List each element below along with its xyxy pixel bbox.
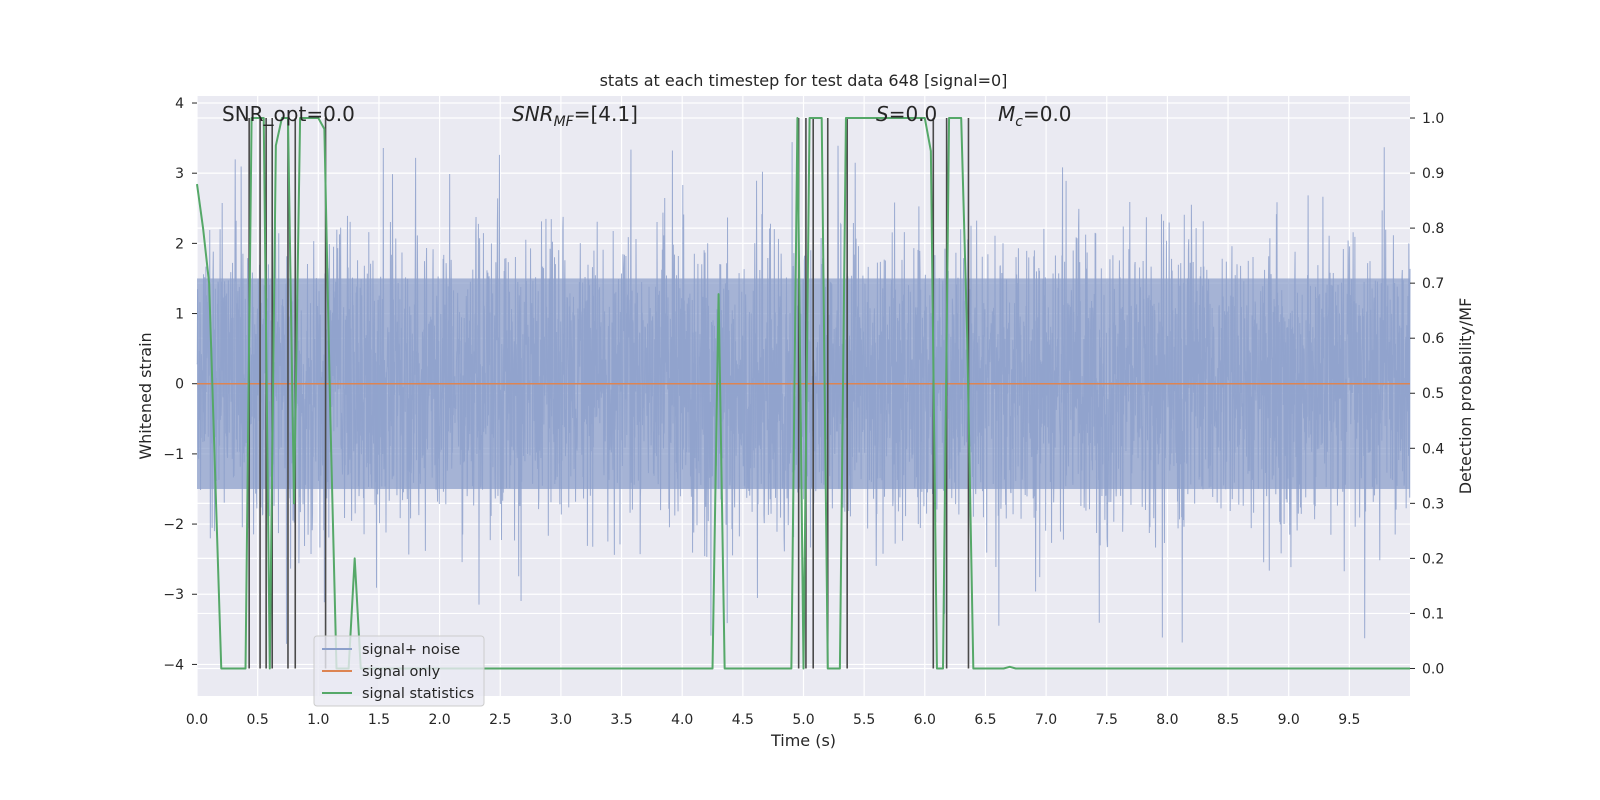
legend-label-signal-statistics: signal statistics [362,686,474,702]
y-tick-label: −3 [163,587,184,603]
x-tick-label: 4.0 [671,712,693,728]
y-tick-label: −1 [163,447,184,463]
y-axis-ticks: 4 3 2 1 0 −1 −2 −3 −4 [163,96,197,673]
y-tick-label: 4 [175,96,184,112]
x-tick-label: 1.0 [307,712,329,728]
x-axis-ticks: 0.0 0.5 1.0 1.5 2.0 2.5 3.0 3.5 4.0 4.5 5.0 5.5 6.0 6… [186,712,1361,728]
y2-tick-label: 0.1 [1422,606,1444,622]
y-axis-label: Whitened strain [136,332,155,459]
signal-statistics-line [196,117,1410,670]
legend: signal+ noise signal only signal statist… [313,635,485,707]
y2-axis-ticks: 1.0 0.9 0.8 0.7 0.6 0.5 0.4 0.3 0.2 0.1 0.0 [1410,111,1444,677]
annotation-snr-opt: SNR_opt=0.0 [222,102,355,126]
y2-tick-label: 0.9 [1422,166,1444,182]
x-tick-label: 6.5 [974,712,996,728]
legend-label-signal-only: signal only [362,664,441,680]
y-tick-label: 0 [175,377,184,393]
legend-box [313,635,485,707]
x-tick-label: 5.5 [853,712,875,728]
x-tick-label: 7.5 [1096,712,1118,728]
y2-tick-label: 0.0 [1422,661,1444,677]
y-tick-label: 1 [175,307,184,323]
y2-tick-label: 0.8 [1422,221,1444,237]
x-tick-label: 0.0 [186,712,208,728]
y2-tick-label: 1.0 [1422,111,1444,127]
y2-tick-label: 0.3 [1422,496,1444,512]
y2-axis-label: Detection probability/MF [1456,298,1475,495]
x-tick-label: 3.0 [550,712,572,728]
annotation-s: S=0.0 [876,102,937,126]
annotation-snr-mf: SNRMF=[4.1] [512,102,638,130]
y2-tick-label: 0.2 [1422,551,1444,567]
x-tick-label: 2.0 [428,712,450,728]
y2-tick-label: 0.4 [1422,441,1444,457]
y-tick-label: −4 [163,657,184,673]
x-tick-label: 3.5 [610,712,632,728]
signal-statistics-series [196,117,1410,670]
x-tick-label: 0.5 [247,712,269,728]
y2-tick-label: 0.6 [1422,331,1444,347]
x-tick-label: 1.5 [368,712,390,728]
noise-trace [196,142,1411,644]
y-tick-label: −2 [163,517,184,533]
x-tick-label: 6.0 [914,712,936,728]
x-tick-label: 5.0 [792,712,814,728]
legend-label-signal-noise: signal+ noise [362,642,460,658]
x-tick-label: 9.0 [1278,712,1300,728]
chart-title: stats at each timestep for test data 648… [600,71,1008,90]
x-tick-label: 8.0 [1156,712,1178,728]
x-tick-label: 8.5 [1217,712,1239,728]
y-tick-label: 3 [175,166,184,182]
y2-tick-label: 0.7 [1422,276,1444,292]
y-tick-label: 2 [175,236,184,252]
y2-tick-label: 0.5 [1422,386,1444,402]
x-tick-label: 4.5 [732,712,754,728]
x-axis-label: Time (s) [770,731,836,750]
annotation-mc: Mc=0.0 [998,102,1072,130]
x-tick-label: 7.0 [1035,712,1057,728]
x-tick-label: 2.5 [489,712,511,728]
x-tick-label: 9.5 [1338,712,1360,728]
